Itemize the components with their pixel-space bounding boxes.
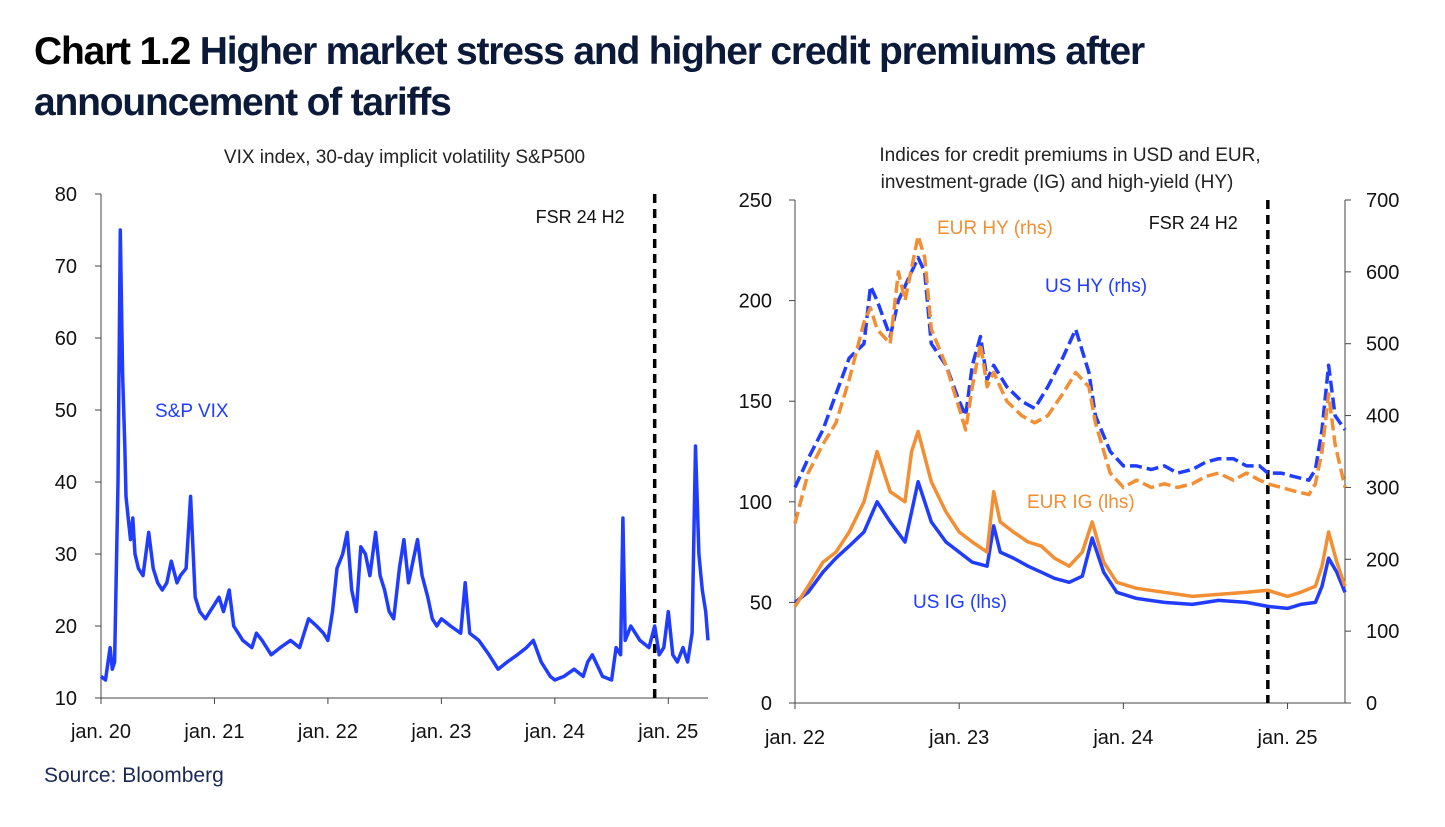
vix-series-label: S&P VIX — [155, 401, 229, 422]
credit-x-tick-label: jan. 22 — [764, 727, 825, 749]
vix-x-tick-label: jan. 24 — [524, 721, 585, 743]
vix-chart-title: VIX index, 30-day implicit volatility S&… — [224, 147, 585, 168]
vix-x-tick-label: jan. 21 — [183, 721, 244, 743]
credit-x-tick-label: jan. 25 — [1257, 727, 1318, 749]
credit-right-y-tick-label: 100 — [1366, 621, 1399, 643]
chart-number: Chart 1.2 — [34, 30, 191, 73]
credit-label-eur-ig: EUR IG (lhs) — [1027, 492, 1135, 513]
credit-series-us-ig-lhs — [793, 479, 1347, 611]
credit-right-y-tick-label: 500 — [1366, 334, 1399, 356]
credit-left-y-tick-label: 0 — [761, 693, 772, 715]
chart-title-text: Higher market stress and higher credit p… — [34, 30, 1145, 124]
credit-right-y-tick-label: 600 — [1366, 262, 1399, 284]
credit-left-y-tick-label: 50 — [750, 592, 772, 614]
credit-left-y-tick-label: 150 — [739, 391, 772, 413]
vix-y-tick-label: 40 — [55, 472, 77, 494]
vix-y-tick-label: 60 — [55, 328, 77, 350]
credit-right-y-tick-label: 200 — [1366, 549, 1399, 571]
credit-series-eur-ig-lhs — [793, 429, 1347, 608]
vix-y-tick-label: 30 — [55, 544, 77, 566]
credit-label-us-hy: US HY (rhs) — [1045, 276, 1147, 297]
credit-right-y-tick-label: 700 — [1366, 190, 1399, 212]
vix-y-tick-label: 70 — [55, 256, 77, 278]
vix-y-tick-label: 10 — [55, 688, 77, 710]
credit-left-y-tick-label: 250 — [739, 190, 772, 212]
chart-title: Chart 1.2 Higher market stress and highe… — [34, 26, 1414, 128]
credit-fsr-marker-label: FSR 24 H2 — [1149, 213, 1238, 233]
credit-label-eur-hy: EUR HY (rhs) — [937, 218, 1053, 239]
credit-right-y-tick-label: 400 — [1366, 406, 1399, 428]
source-note: Source: Bloomberg — [44, 764, 224, 787]
vix-x-tick-label: jan. 23 — [410, 721, 471, 743]
credit-left-y-tick-label: 100 — [739, 492, 772, 514]
vix-x-tick-label: jan. 22 — [297, 721, 358, 743]
credit-chart-title-line1: Indices for credit premiums in USD and E… — [879, 145, 1260, 166]
credit-x-tick-label: jan. 23 — [928, 727, 989, 749]
credit-label-us-ig: US IG (lhs) — [913, 592, 1007, 613]
credit-left-y-tick-label: 200 — [739, 291, 772, 313]
credit-x-tick-label: jan. 24 — [1092, 727, 1153, 749]
credit-right-y-tick-label: 0 — [1366, 693, 1377, 715]
vix-x-tick-label: jan. 20 — [70, 721, 131, 743]
chart-canvas: VIX index, 30-day implicit volatility S&… — [55, 145, 1400, 749]
vix-series-line — [99, 228, 710, 682]
credit-series-us-hy-rhs — [793, 255, 1347, 489]
credit-right-y-tick-label: 300 — [1366, 477, 1399, 499]
vix-y-tick-label: 80 — [55, 184, 77, 206]
credit-series-eur-hy-rhs — [793, 234, 1347, 524]
credit-chart-title-line2: investment-grade (IG) and high-yield (HY… — [881, 172, 1234, 193]
vix-x-tick-label: jan. 25 — [637, 721, 698, 743]
vix-fsr-marker-label: FSR 24 H2 — [536, 207, 625, 227]
vix-y-tick-label: 50 — [55, 400, 77, 422]
vix-y-tick-label: 20 — [55, 616, 77, 638]
